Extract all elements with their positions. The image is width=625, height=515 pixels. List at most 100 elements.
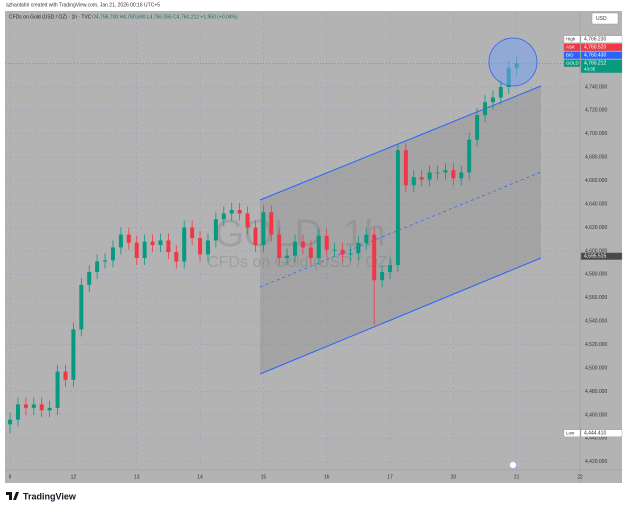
candle-body xyxy=(221,213,226,220)
candle-body xyxy=(71,329,76,380)
footer-brand: TradingView xyxy=(23,491,77,501)
y-tick-label: 4,560.000 xyxy=(585,295,607,301)
candle-body xyxy=(467,139,472,173)
candle-body xyxy=(126,234,131,243)
candle-body xyxy=(213,219,218,241)
price-label-box xyxy=(580,35,623,43)
chart-background xyxy=(5,11,622,483)
currency-label: USD xyxy=(596,16,607,22)
y-tick-label: 4,640.000 xyxy=(585,201,607,207)
y-tick-label: 4,740.000 xyxy=(585,84,607,90)
candle-body xyxy=(55,371,60,408)
candle-body xyxy=(205,240,210,255)
price-label-box xyxy=(580,59,623,73)
x-tick-label: 12 xyxy=(71,474,77,480)
y-tick-label: 4,520.000 xyxy=(585,342,607,348)
x-tick-label: 21 xyxy=(514,474,520,480)
candle-body xyxy=(23,404,28,408)
candle-body xyxy=(15,404,20,420)
y-tick-label: 4,480.000 xyxy=(585,389,607,395)
y-tick-label: 4,460.000 xyxy=(585,412,607,418)
candle-body xyxy=(332,249,337,251)
y-tick-label: 4,600.000 xyxy=(585,248,607,254)
price-label-box xyxy=(580,43,623,51)
y-tick-label: 4,500.000 xyxy=(585,365,607,371)
candle-body xyxy=(419,177,424,180)
y-tick-label: 4,440.000 xyxy=(585,436,607,442)
x-tick-label: 17 xyxy=(387,474,393,480)
candle-body xyxy=(63,371,68,380)
candle-body xyxy=(498,86,503,98)
y-tick-label: 4,580.000 xyxy=(585,272,607,278)
x-tick-label: 15 xyxy=(261,474,267,480)
x-tick-label: 14 xyxy=(197,474,203,480)
candle-body xyxy=(142,241,147,258)
candle-body xyxy=(277,234,282,258)
candle-body xyxy=(253,227,258,246)
price-label-value: 4,766.230 xyxy=(584,37,606,43)
channel-line xyxy=(259,85,542,201)
y-tick-label: 4,680.000 xyxy=(585,155,607,161)
candle-body xyxy=(182,227,187,262)
price-label-name: GOLD xyxy=(566,60,580,65)
candle-body xyxy=(150,241,155,246)
legend-ohlc: O4,756.700 H4,760.690 L4,756.055 C4,760.… xyxy=(92,14,238,20)
candle-body xyxy=(198,238,203,255)
price-label-box xyxy=(580,429,623,437)
x-tick-label: 9 xyxy=(9,474,12,480)
price-label-tag xyxy=(563,59,581,67)
grid xyxy=(5,12,580,470)
candle-body xyxy=(8,419,13,425)
candle-body xyxy=(31,404,36,408)
currency-button[interactable] xyxy=(591,12,619,25)
candle-body xyxy=(134,242,139,258)
candle-body xyxy=(237,209,242,214)
candle-body xyxy=(245,213,250,228)
channel-midline xyxy=(259,171,542,288)
candle-body xyxy=(95,261,100,273)
candle-body xyxy=(87,272,92,285)
candle-body xyxy=(380,272,385,281)
candle-body xyxy=(118,234,123,248)
y-tick-label: 4,620.000 xyxy=(585,225,607,231)
y-tick-label: 4,720.000 xyxy=(585,108,607,114)
candle-body xyxy=(427,172,432,180)
candle-body xyxy=(372,234,377,281)
candle-body xyxy=(451,170,456,179)
event-marker[interactable] xyxy=(509,461,517,469)
price-label-tag xyxy=(563,51,581,59)
candle-body xyxy=(174,252,179,262)
candle-body xyxy=(316,235,321,258)
candle-body xyxy=(79,284,84,330)
candle-body xyxy=(475,115,480,140)
y-tick-label: 4,540.000 xyxy=(585,319,607,325)
price-label-value: 4,760.520 xyxy=(584,45,606,51)
candle-body xyxy=(411,177,416,186)
candle-body xyxy=(403,150,408,186)
price-label-value: 4,595.515 xyxy=(584,254,606,260)
candle-body xyxy=(443,170,448,173)
price-label-value: 4,760.212 xyxy=(584,61,606,67)
candles xyxy=(5,56,580,434)
candle-body xyxy=(103,260,108,262)
candle-body xyxy=(348,253,353,255)
watermark: CFDs on Gold (USD / OZ) xyxy=(207,254,393,271)
price-label-value: 4,444.410 xyxy=(584,431,606,437)
candle-body xyxy=(39,404,44,411)
candle-body xyxy=(293,241,298,256)
header-text: azhantahir created with TradingView.com,… xyxy=(6,2,160,8)
price-label-tag xyxy=(563,429,581,437)
x-tick-label: 16 xyxy=(324,474,330,480)
price-label-name: Low xyxy=(566,430,575,435)
price-label-name: ASK xyxy=(566,44,575,49)
candle-body xyxy=(158,240,163,246)
candle-body xyxy=(300,241,305,248)
axes: 4,420.000 4,440.000 4,460.000 4,480.000 4,50… xyxy=(9,35,623,480)
candle-body xyxy=(364,234,369,243)
price-label-name: High xyxy=(566,36,576,41)
highlight-circle xyxy=(488,37,538,87)
candle-body xyxy=(324,235,329,250)
channel-line xyxy=(259,257,542,375)
candle-body xyxy=(340,249,345,255)
